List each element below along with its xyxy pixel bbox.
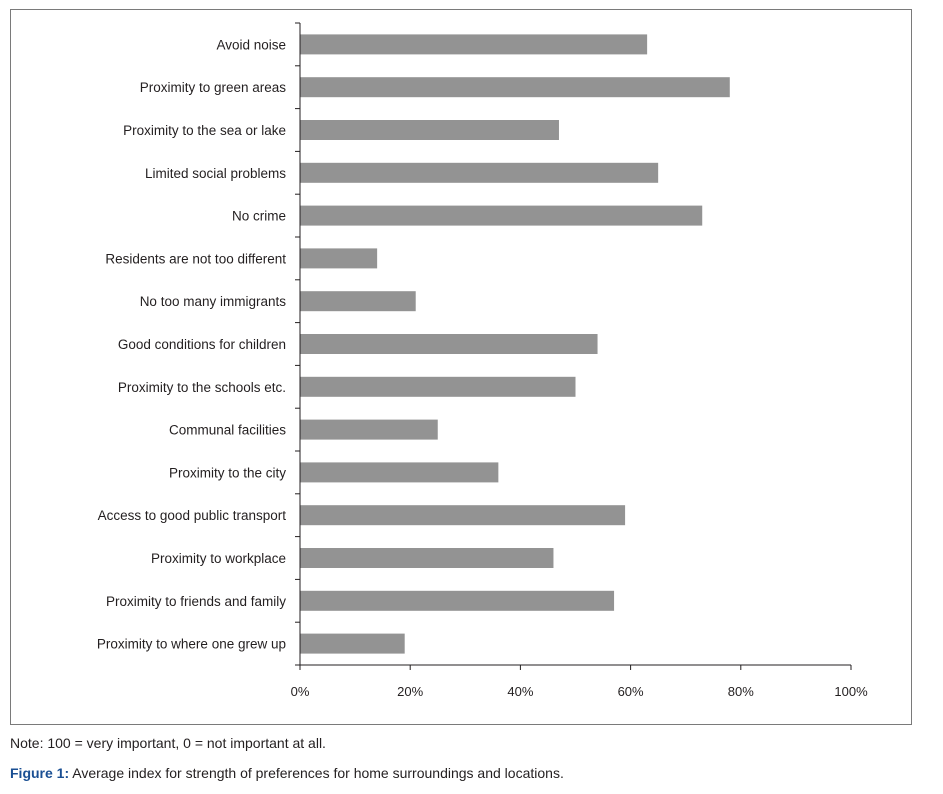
category-label: Proximity to green areas xyxy=(140,80,287,95)
bar-6 xyxy=(300,248,378,269)
category-label: Proximity to the schools etc. xyxy=(118,380,286,395)
x-tick-label: 20% xyxy=(397,684,423,699)
bar-10 xyxy=(300,419,438,440)
category-label: Proximity to workplace xyxy=(151,551,286,566)
bar-8 xyxy=(300,334,598,354)
category-label: Access to good public transport xyxy=(98,508,287,523)
category-label: No too many immigrants xyxy=(140,294,287,309)
bar-14 xyxy=(300,590,615,611)
bar-2 xyxy=(300,77,730,98)
bar-4 xyxy=(300,162,659,183)
bar-7 xyxy=(300,291,416,312)
figure-caption: Figure 1: Average index for strength of … xyxy=(10,765,564,781)
figure-label: Figure 1: xyxy=(10,765,70,781)
chart-note: Note: 100 = very important, 0 = not impo… xyxy=(10,735,326,751)
category-label: No crime xyxy=(232,209,286,224)
category-label: Good conditions for children xyxy=(118,337,286,352)
bar-9 xyxy=(300,376,576,397)
x-tick-label: 60% xyxy=(618,684,644,699)
category-label: Residents are not too different xyxy=(105,251,286,266)
category-label: Proximity to where one grew up xyxy=(97,637,286,652)
bar-11 xyxy=(300,462,499,483)
x-tick-label: 40% xyxy=(507,684,533,699)
bar-3 xyxy=(300,120,559,140)
x-tick-label: 100% xyxy=(834,684,868,699)
category-label: Proximity to the sea or lake xyxy=(123,123,286,138)
bar-15 xyxy=(300,633,405,654)
chart-frame: Avoid noise Proximity to green areas Proxi… xyxy=(10,9,912,725)
bar-5 xyxy=(300,205,703,226)
bar-12 xyxy=(300,505,626,526)
caption-text: Average index for strength of preference… xyxy=(69,765,564,781)
category-label: Communal facilities xyxy=(169,423,286,438)
bar-1 xyxy=(300,34,648,55)
category-label: Limited social problems xyxy=(145,166,286,181)
category-label: Avoid noise xyxy=(216,37,286,52)
x-tick-label: 0% xyxy=(291,684,310,699)
category-label: Proximity to friends and family xyxy=(106,594,286,609)
bar-13 xyxy=(300,548,554,568)
x-tick-label: 80% xyxy=(728,684,754,699)
bar-chart: Avoid noise Proximity to green areas Proxi… xyxy=(97,22,868,699)
category-label: Proximity to the city xyxy=(169,465,286,480)
